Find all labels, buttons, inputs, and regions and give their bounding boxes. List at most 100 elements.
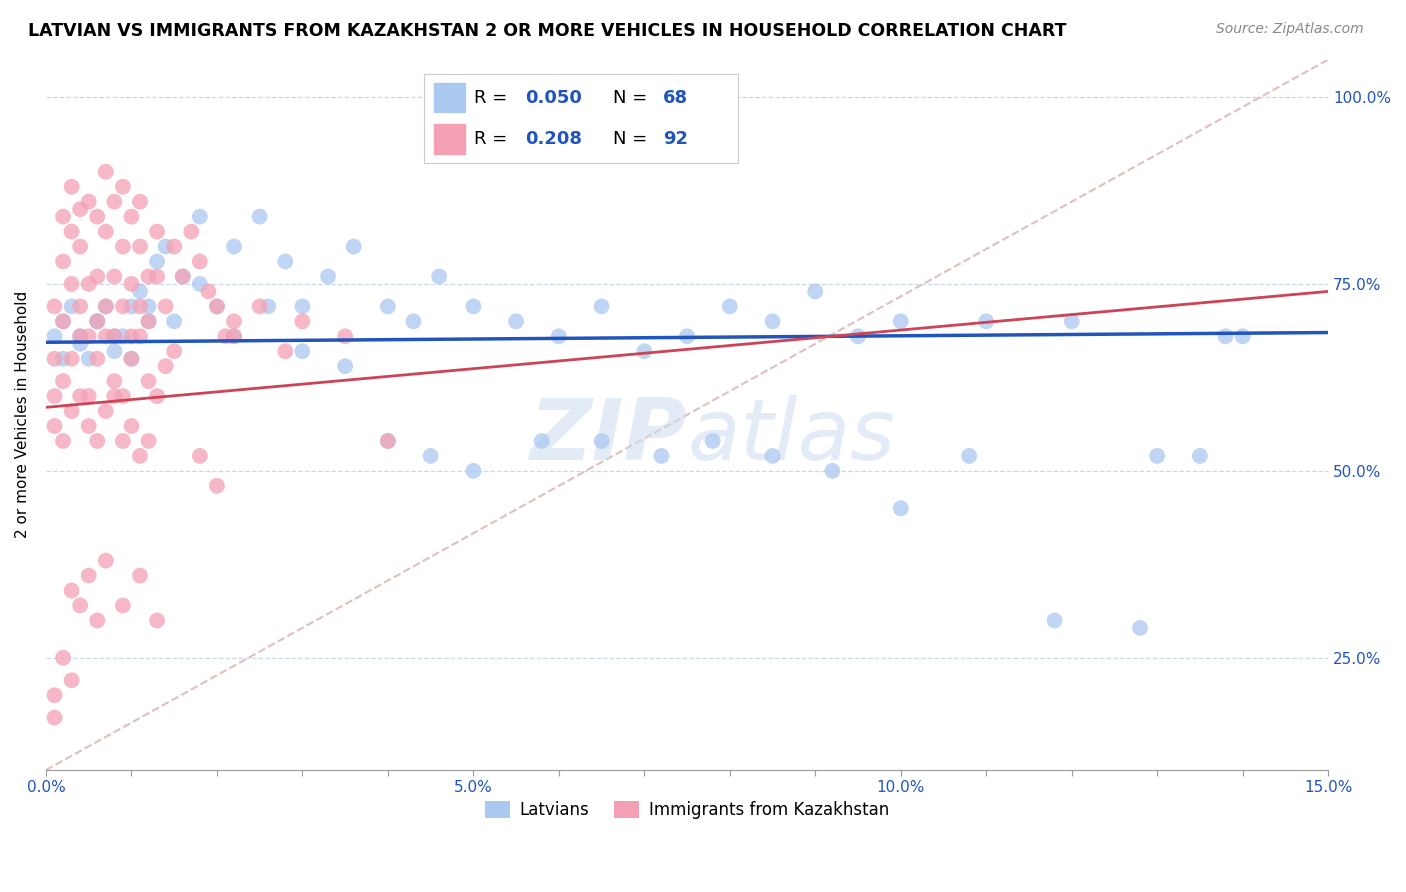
Point [52, 210, 75, 224]
Point [505, 314, 527, 328]
Point [52, 254, 75, 268]
Point [111, 179, 134, 194]
Point [427, 269, 450, 284]
Point [463, 464, 485, 478]
Point [129, 568, 152, 582]
Point [1232, 329, 1254, 343]
Point [94, 225, 117, 239]
Point [94, 329, 117, 343]
Text: atlas: atlas [688, 394, 896, 477]
Point [163, 344, 186, 359]
Point [77, 351, 100, 366]
Point [676, 329, 699, 343]
Point [86, 210, 108, 224]
Point [650, 449, 672, 463]
Point [846, 329, 869, 343]
Point [333, 359, 356, 374]
Point [138, 299, 160, 313]
Point [52, 434, 75, 448]
Point [180, 225, 202, 239]
Point [111, 599, 134, 613]
Point [44, 419, 66, 434]
Point [1043, 614, 1066, 628]
Point [146, 389, 169, 403]
Point [94, 299, 117, 313]
Point [274, 344, 297, 359]
Point [60, 351, 83, 366]
Point [103, 389, 125, 403]
Point [419, 449, 441, 463]
Point [205, 479, 228, 493]
Point [111, 239, 134, 253]
Point [197, 285, 219, 299]
Point [146, 254, 169, 268]
Point [1188, 449, 1211, 463]
Point [77, 277, 100, 291]
Point [146, 614, 169, 628]
Point [821, 464, 844, 478]
Point [249, 299, 271, 313]
Point [188, 210, 211, 224]
Point [129, 449, 152, 463]
Legend: Latvians, Immigrants from Kazakhstan: Latvians, Immigrants from Kazakhstan [478, 794, 896, 826]
Point [69, 202, 91, 216]
Point [60, 583, 83, 598]
Point [890, 501, 912, 516]
Point [86, 314, 108, 328]
Point [761, 314, 783, 328]
Point [44, 299, 66, 313]
Point [60, 277, 83, 291]
Point [94, 553, 117, 567]
Point [957, 449, 980, 463]
Point [103, 344, 125, 359]
Point [633, 344, 655, 359]
Point [129, 194, 152, 209]
Point [120, 419, 142, 434]
Point [103, 194, 125, 209]
Point [77, 194, 100, 209]
Point [111, 329, 134, 343]
Point [138, 314, 160, 328]
Point [172, 269, 194, 284]
Point [530, 434, 553, 448]
Point [52, 314, 75, 328]
Point [291, 299, 314, 313]
Point [1129, 621, 1152, 635]
Point [377, 434, 399, 448]
Point [138, 269, 160, 284]
Point [377, 434, 399, 448]
Point [222, 329, 245, 343]
Point [52, 351, 75, 366]
Point [52, 374, 75, 388]
Point [120, 329, 142, 343]
Point [120, 351, 142, 366]
Point [103, 374, 125, 388]
Point [77, 419, 100, 434]
Point [974, 314, 997, 328]
Point [94, 299, 117, 313]
Point [103, 329, 125, 343]
Point [257, 299, 280, 313]
Point [138, 374, 160, 388]
Point [44, 389, 66, 403]
Point [591, 299, 613, 313]
Point [377, 299, 399, 313]
Point [120, 351, 142, 366]
Point [155, 299, 177, 313]
Point [77, 568, 100, 582]
Point [316, 269, 339, 284]
Point [222, 314, 245, 328]
Point [205, 299, 228, 313]
Point [103, 329, 125, 343]
Point [146, 269, 169, 284]
Point [547, 329, 569, 343]
Point [249, 210, 271, 224]
Point [291, 344, 314, 359]
Point [60, 225, 83, 239]
Point [69, 329, 91, 343]
Point [172, 269, 194, 284]
Point [69, 239, 91, 253]
Point [146, 225, 169, 239]
Point [77, 329, 100, 343]
Point [163, 314, 186, 328]
